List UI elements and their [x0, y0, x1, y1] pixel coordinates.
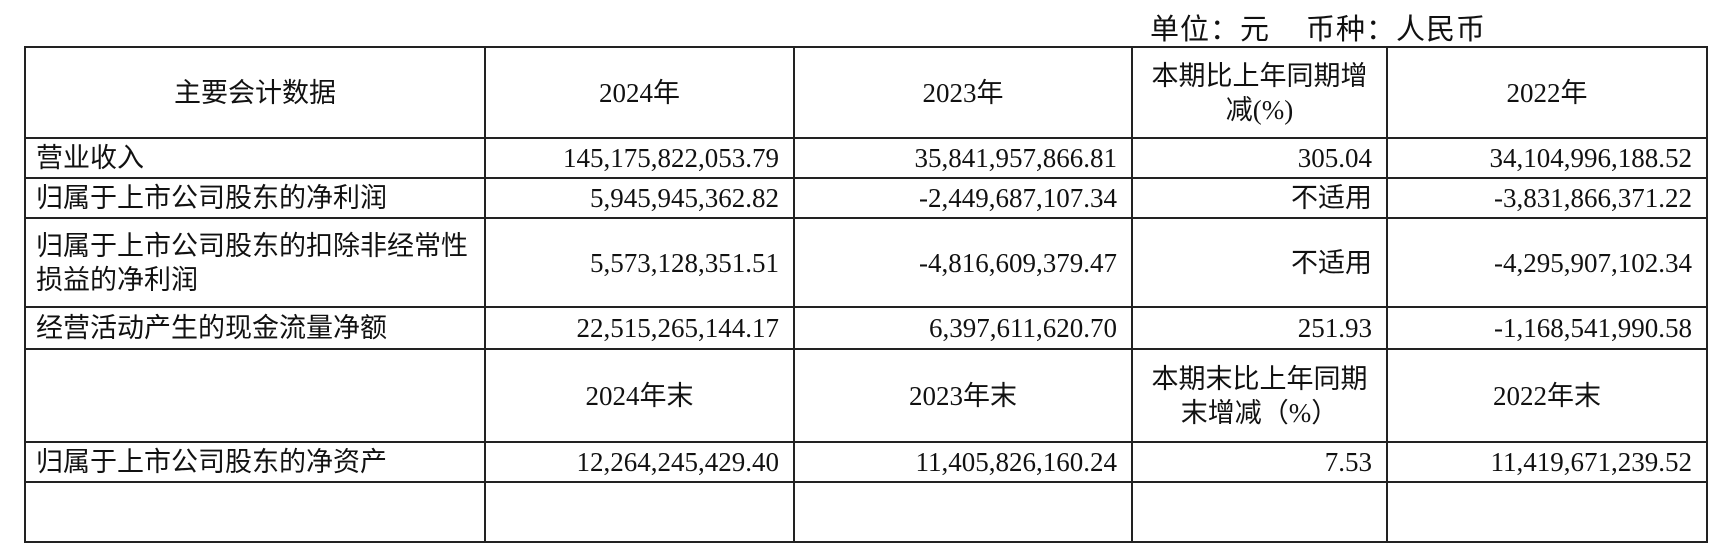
table-row: 归属于上市公司股东的净资产 12,264,245,429.40 11,405,8… — [24, 441, 1708, 483]
header-cell: 本期末比上年同期末增减（%） — [1131, 348, 1388, 443]
cell-value: -4,295,907,102.34 — [1386, 217, 1708, 308]
cell-value: 35,841,957,866.81 — [793, 137, 1133, 179]
table-row: 归属于上市公司股东的扣除非经常性损益的净利润 5,573,128,351.51 … — [24, 217, 1708, 308]
header-cell: 2022年末 — [1386, 348, 1708, 443]
header-cell: 2023年 — [793, 46, 1133, 139]
key-accounting-data-table: 主要会计数据 2024年 2023年 本期比上年同期增减(%) 2022年 营业… — [24, 46, 1708, 543]
cell-value: 不适用 — [1131, 177, 1388, 219]
cell-value: 145,175,822,053.79 — [484, 137, 795, 179]
header-cell — [24, 348, 486, 443]
row-label: 归属于上市公司股东的净资产 — [24, 441, 486, 483]
cell-value: 12,264,245,429.40 — [484, 441, 795, 483]
cell-value: 11,405,826,160.24 — [793, 441, 1133, 483]
header-cell: 2024年末 — [484, 348, 795, 443]
cell-value: -4,816,609,379.47 — [793, 217, 1133, 308]
cell-value: 5,573,128,351.51 — [484, 217, 795, 308]
cell-value: 5,945,945,362.82 — [484, 177, 795, 219]
table-row: 归属于上市公司股东的净利润 5,945,945,362.82 -2,449,68… — [24, 177, 1708, 219]
cell-value: 6,397,611,620.70 — [793, 306, 1133, 350]
cell-value: -2,449,687,107.34 — [793, 177, 1133, 219]
unit-currency-note: 单位：元 币种：人民币 — [1150, 6, 1522, 48]
header-cell: 主要会计数据 — [24, 46, 486, 139]
table-row: 营业收入 145,175,822,053.79 35,841,957,866.8… — [24, 137, 1708, 179]
header-cell: 2024年 — [484, 46, 795, 139]
unit-label: 单位：元 — [1150, 14, 1271, 46]
table-row-cut-off — [24, 481, 1708, 543]
cell-value: 7.53 — [1131, 441, 1388, 483]
row-label: 归属于上市公司股东的扣除非经常性损益的净利润 — [24, 217, 486, 308]
row-label: 营业收入 — [24, 137, 486, 179]
cell-value: -3,831,866,371.22 — [1386, 177, 1708, 219]
header-cell: 2022年 — [1386, 46, 1708, 139]
currency-label: 币种：人民币 — [1306, 14, 1487, 46]
cell-value: 34,104,996,188.52 — [1386, 137, 1708, 179]
cell-value: -1,168,541,990.58 — [1386, 306, 1708, 350]
header-cell: 本期比上年同期增减(%) — [1131, 46, 1388, 139]
header-row: 2024年末 2023年末 本期末比上年同期末增减（%） 2022年末 — [24, 348, 1708, 443]
cell-value: 11,419,671,239.52 — [1386, 441, 1708, 483]
row-label: 经营活动产生的现金流量净额 — [24, 306, 486, 350]
header-cell: 2023年末 — [793, 348, 1133, 443]
cell-value: 不适用 — [1131, 217, 1388, 308]
cell-value: 305.04 — [1131, 137, 1388, 179]
table-row: 经营活动产生的现金流量净额 22,515,265,144.17 6,397,61… — [24, 306, 1708, 350]
row-label: 归属于上市公司股东的净利润 — [24, 177, 486, 219]
cell-value: 251.93 — [1131, 306, 1388, 350]
cell-value: 22,515,265,144.17 — [484, 306, 795, 350]
header-row: 主要会计数据 2024年 2023年 本期比上年同期增减(%) 2022年 — [24, 46, 1708, 139]
